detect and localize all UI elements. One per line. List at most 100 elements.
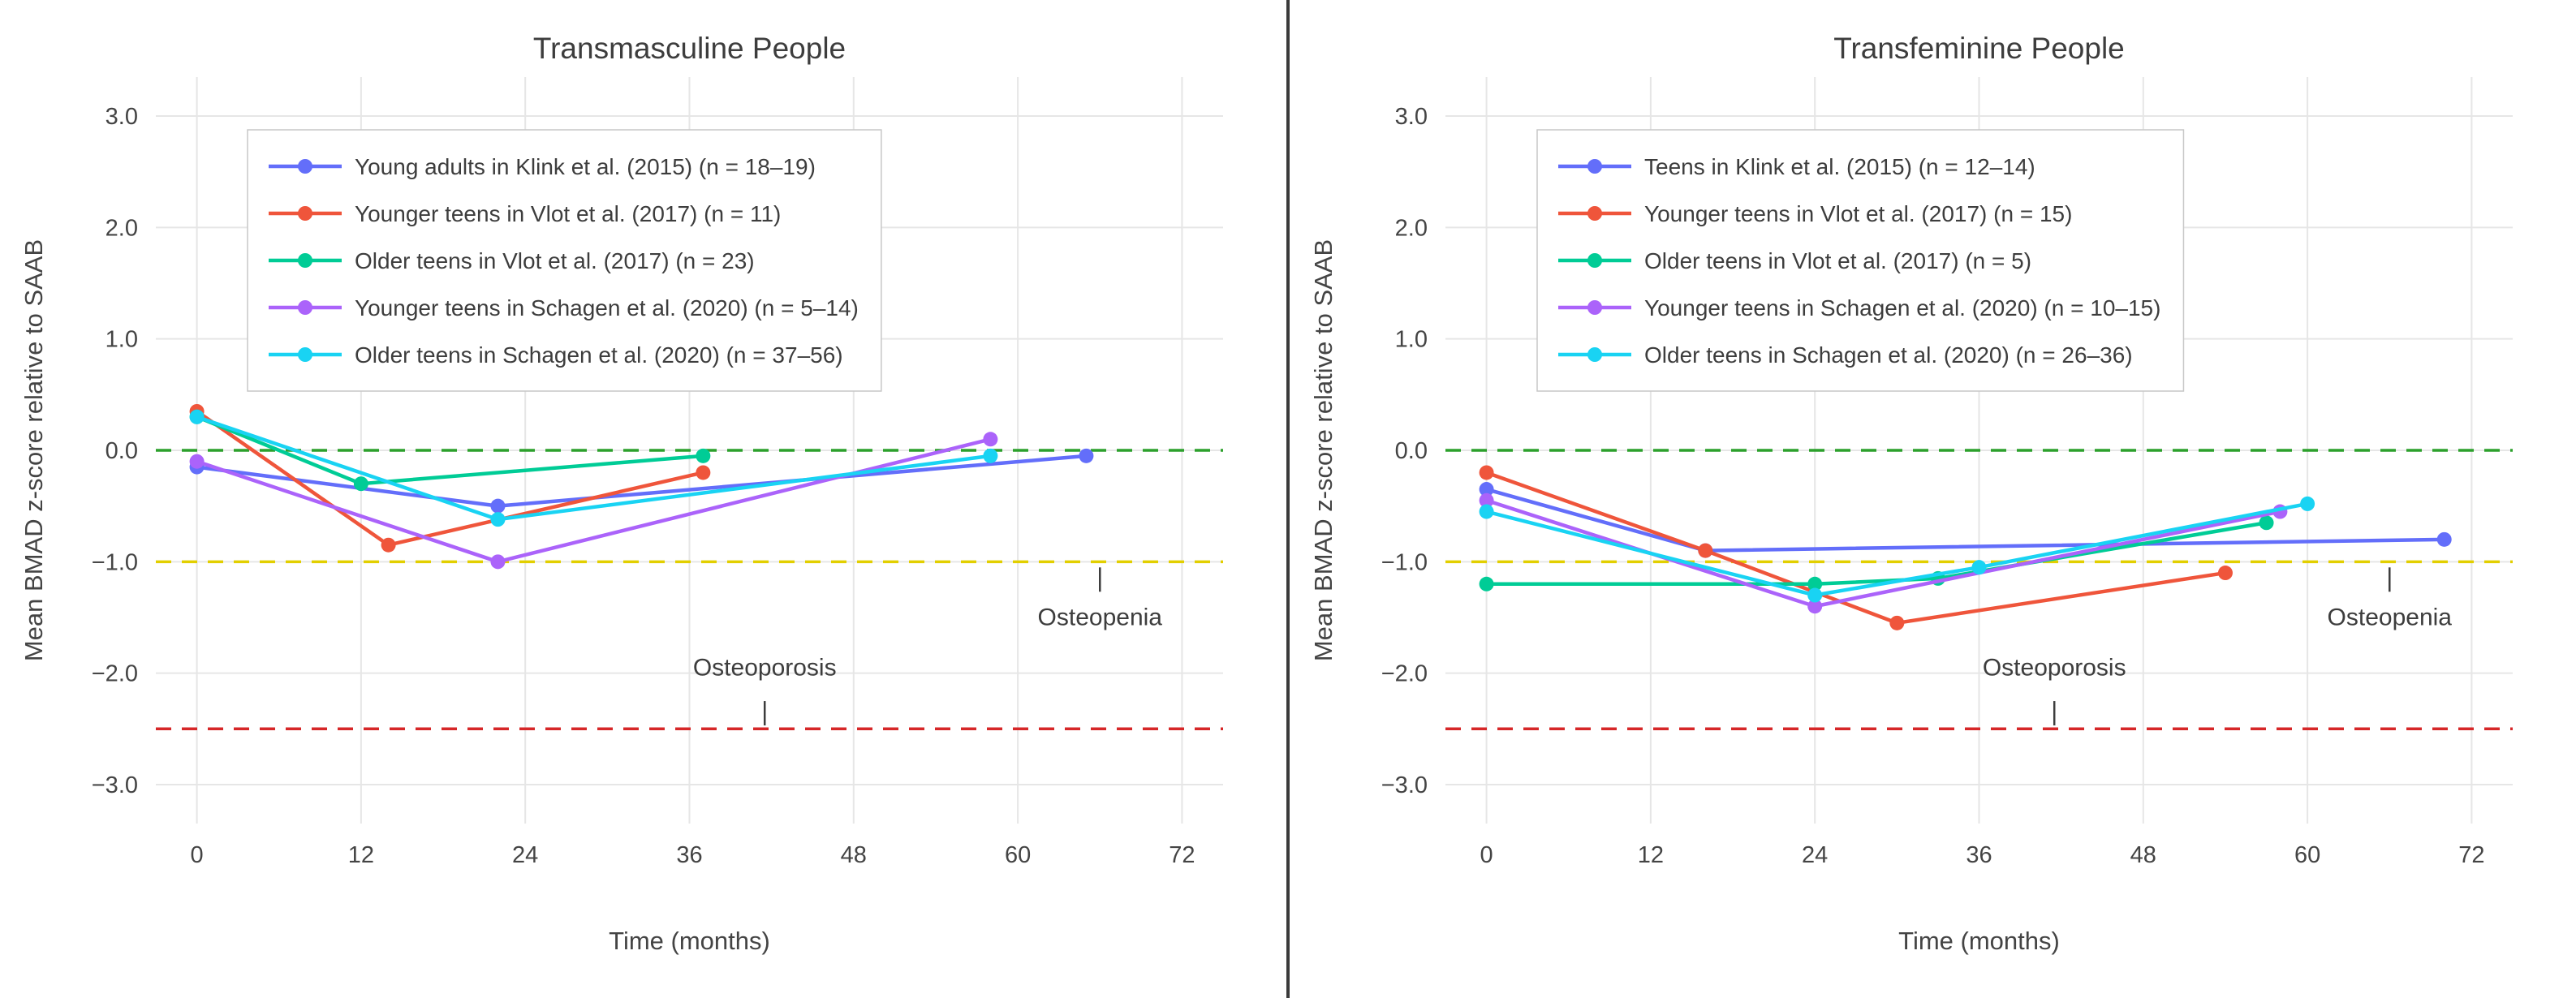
x-tick-label: 0 bbox=[1480, 842, 1493, 868]
legend-label: Older teens in Schagen et al. (2020) (n … bbox=[355, 342, 843, 368]
legend-label: Teens in Klink et al. (2015) (n = 12–14) bbox=[1644, 154, 2035, 179]
annotation-text: Osteoporosis bbox=[1983, 654, 2126, 681]
x-tick-label: 72 bbox=[1169, 842, 1195, 868]
panel-divider bbox=[1286, 0, 1290, 998]
series-marker bbox=[1479, 482, 1494, 497]
legend-sample-marker bbox=[1587, 253, 1602, 268]
series-marker bbox=[696, 465, 711, 480]
series-marker bbox=[1479, 465, 1494, 480]
legend: Young adults in Klink et al. (2015) (n =… bbox=[247, 129, 882, 392]
x-tick-label: 12 bbox=[1638, 842, 1664, 868]
x-tick-label: 0 bbox=[191, 842, 204, 868]
series-marker bbox=[490, 498, 506, 514]
series-4 bbox=[189, 409, 998, 527]
y-tick-label: −3.0 bbox=[92, 772, 138, 798]
legend-sample-marker bbox=[298, 300, 312, 315]
y-tick-label: 1.0 bbox=[106, 327, 138, 353]
legend-label: Younger teens in Schagen et al. (2020) (… bbox=[355, 295, 859, 320]
y-tick-label: 1.0 bbox=[1395, 327, 1428, 353]
chart-panel-transmasculine: 0 12 24 36 48 60 72 3.0 2.0 1.0 0.0 −1.0 −2.0 −3.0 Tra… bbox=[0, 0, 1286, 998]
chart-title: Transfeminine People bbox=[1833, 32, 2125, 65]
y-tick-label: 0.0 bbox=[1395, 438, 1428, 464]
legend-label: Older teens in Vlot et al. (2017) (n = 5… bbox=[1644, 248, 2031, 273]
y-tick-label: −2.0 bbox=[92, 661, 138, 687]
series-marker bbox=[2259, 515, 2274, 531]
x-tick-label: 48 bbox=[2130, 842, 2156, 868]
y-tick-label: 3.0 bbox=[1395, 104, 1428, 130]
series-line bbox=[1486, 521, 2267, 587]
legend-box bbox=[1536, 129, 2185, 392]
series-marker bbox=[983, 432, 998, 447]
chart-title: Transmasculine People bbox=[533, 32, 846, 65]
x-axis-title: Time (months) bbox=[609, 927, 770, 955]
y-axis-title: Mean BMAD z-score relative to SAAB bbox=[19, 239, 48, 661]
legend: Teens in Klink et al. (2015) (n = 12–14)… bbox=[1536, 129, 2185, 392]
series-marker bbox=[381, 537, 396, 553]
series-marker bbox=[1807, 599, 1823, 614]
series-marker bbox=[1889, 615, 1905, 630]
chart-panel-transfeminine: 0 12 24 36 48 60 72 3.0 2.0 1.0 0.0 −1.0 −2.0 −3.0 Tra… bbox=[1290, 0, 2576, 998]
y-axis-title: Mean BMAD z-score relative to SAAB bbox=[1309, 239, 1338, 661]
legend-label: Young adults in Klink et al. (2015) (n =… bbox=[355, 154, 816, 179]
x-tick-label: 24 bbox=[1802, 842, 1828, 868]
series-marker bbox=[189, 454, 205, 469]
legend-sample-marker bbox=[1587, 206, 1602, 221]
x-tick-label: 48 bbox=[841, 842, 867, 868]
legend-label: Older teens in Vlot et al. (2017) (n = 2… bbox=[355, 248, 755, 273]
x-tick-label: 36 bbox=[676, 842, 702, 868]
series-marker bbox=[353, 476, 368, 492]
transfeminine-chart: 0 12 24 36 48 60 72 3.0 2.0 1.0 0.0 −1.0 −2.0 −3.0 Tra… bbox=[1309, 32, 2513, 955]
y-tick-label: 0.0 bbox=[106, 438, 138, 464]
annotation-text: Osteopenia bbox=[1038, 604, 1163, 631]
legend-sample-marker bbox=[1587, 347, 1602, 362]
transmasculine-chart: 0 12 24 36 48 60 72 3.0 2.0 1.0 0.0 −1.0 −2.0 −3.0 Tra… bbox=[19, 32, 1223, 955]
legend-sample-marker bbox=[298, 159, 312, 174]
legend-box bbox=[247, 129, 882, 392]
series-marker bbox=[2300, 496, 2315, 511]
legend-label: Older teens in Schagen et al. (2020) (n … bbox=[1644, 342, 2133, 368]
series-marker bbox=[1079, 448, 1094, 463]
series-marker bbox=[2217, 566, 2233, 581]
y-tick-label: 2.0 bbox=[1395, 215, 1428, 241]
y-tick-label: −1.0 bbox=[1381, 549, 1428, 575]
legend-label: Younger teens in Schagen et al. (2020) (… bbox=[1644, 295, 2160, 320]
y-tick-label: −1.0 bbox=[92, 549, 138, 575]
legend-label: Younger teens in Vlot et al. (2017) (n =… bbox=[1644, 201, 2072, 226]
series-marker bbox=[490, 554, 506, 570]
legend-sample-marker bbox=[1587, 300, 1602, 315]
series-marker bbox=[1479, 576, 1494, 591]
series-marker bbox=[1479, 504, 1494, 519]
x-tick-label: 60 bbox=[1005, 842, 1031, 868]
x-tick-label: 12 bbox=[348, 842, 374, 868]
series-marker bbox=[1698, 543, 1713, 558]
x-axis-title: Time (months) bbox=[1898, 927, 2060, 955]
y-tick-label: 2.0 bbox=[106, 215, 138, 241]
legend-sample-marker bbox=[298, 253, 312, 268]
legend-sample-marker bbox=[298, 347, 312, 362]
y-tick-label: 3.0 bbox=[106, 104, 138, 130]
series-line bbox=[1486, 501, 2308, 597]
series-1 bbox=[1479, 465, 2233, 630]
series-marker bbox=[1807, 587, 1823, 603]
legend-label: Younger teens in Vlot et al. (2017) (n =… bbox=[355, 201, 781, 226]
series-marker bbox=[490, 512, 506, 527]
annotation-text: Osteoporosis bbox=[693, 654, 837, 681]
series-line bbox=[1485, 487, 2445, 553]
y-tick-label: −2.0 bbox=[1381, 661, 1428, 687]
series-marker bbox=[1807, 576, 1823, 591]
series-marker bbox=[1971, 560, 1987, 575]
annotation-text: Osteopenia bbox=[2328, 604, 2453, 631]
series-line bbox=[1485, 471, 2226, 626]
x-tick-label: 36 bbox=[1966, 842, 1992, 868]
series-marker bbox=[983, 448, 998, 463]
series-marker bbox=[1479, 493, 1494, 508]
x-tick-label: 60 bbox=[2294, 842, 2320, 868]
series-marker bbox=[2436, 531, 2452, 547]
x-tick-label: 72 bbox=[2458, 842, 2484, 868]
y-tick-label: −3.0 bbox=[1381, 772, 1428, 798]
series-marker bbox=[696, 448, 711, 463]
legend-sample-marker bbox=[298, 206, 312, 221]
series-2 bbox=[1479, 515, 2274, 591]
series-4 bbox=[1479, 496, 2315, 603]
